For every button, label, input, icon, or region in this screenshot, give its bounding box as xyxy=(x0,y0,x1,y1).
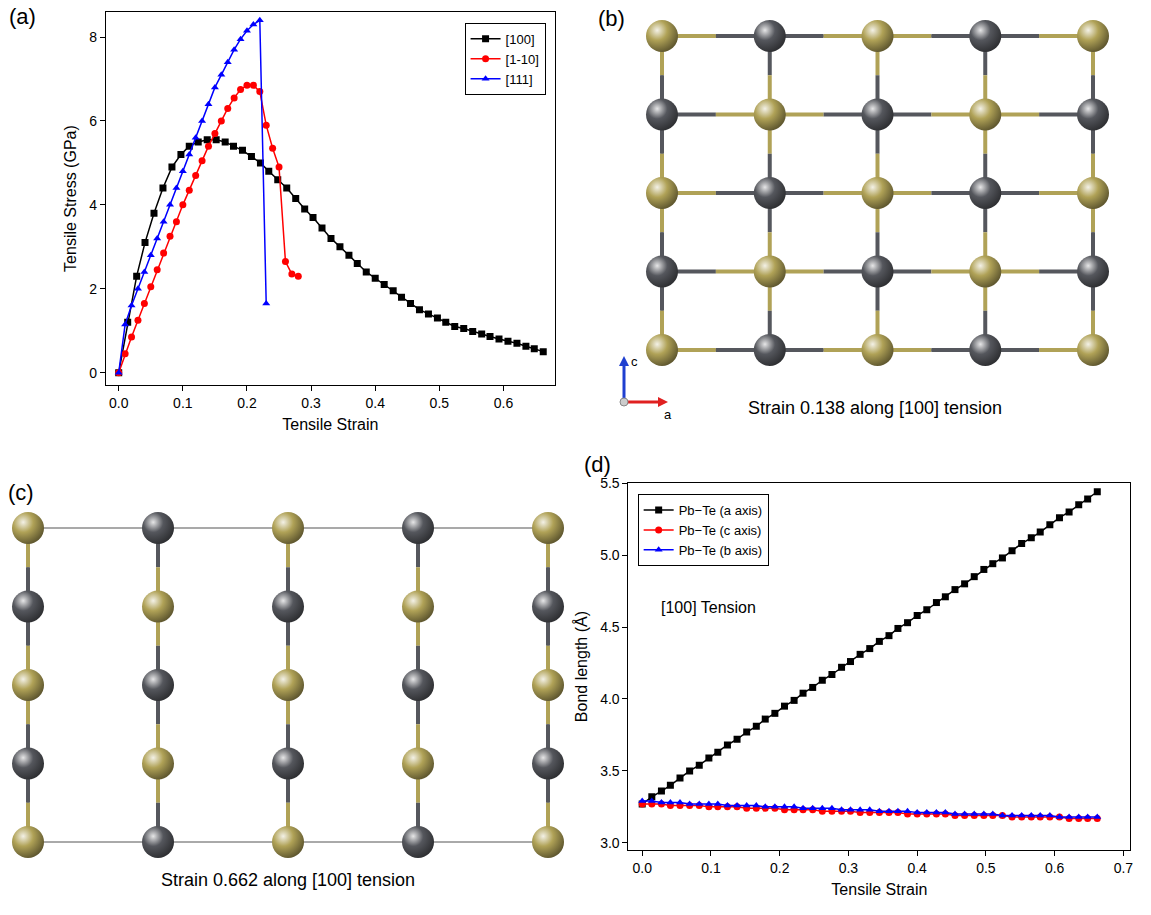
svg-text:0.1: 0.1 xyxy=(701,860,721,876)
svg-text:(c): (c) xyxy=(8,480,34,505)
svg-text:3.5: 3.5 xyxy=(600,763,620,779)
svg-text:0.6: 0.6 xyxy=(494,395,514,411)
svg-text:0.4: 0.4 xyxy=(907,860,927,876)
svg-text:a: a xyxy=(664,407,672,422)
svg-text:Tensile Strain: Tensile Strain xyxy=(831,881,927,898)
svg-text:Tensile Stress (GPa): Tensile Stress (GPa) xyxy=(62,125,79,272)
svg-text:6: 6 xyxy=(89,113,97,129)
svg-text:Strain 0.138 along [100] tensi: Strain 0.138 along [100] tension xyxy=(748,398,1002,418)
svg-text:4.5: 4.5 xyxy=(600,619,620,635)
svg-text:0.6: 0.6 xyxy=(1045,860,1065,876)
svg-text:[100] Tension: [100] Tension xyxy=(661,599,756,616)
svg-text:5.0: 5.0 xyxy=(600,547,620,563)
svg-text:0.5: 0.5 xyxy=(976,860,996,876)
svg-text:(a): (a) xyxy=(9,4,36,29)
svg-text:Pb−Te (b axis): Pb−Te (b axis) xyxy=(679,543,762,558)
svg-text:[111]: [111] xyxy=(506,72,533,87)
svg-text:0.0: 0.0 xyxy=(109,395,129,411)
svg-text:5.5: 5.5 xyxy=(600,475,620,491)
svg-text:(b): (b) xyxy=(598,6,625,31)
svg-text:(d): (d) xyxy=(584,452,611,477)
svg-text:0.0: 0.0 xyxy=(632,860,652,876)
svg-text:8: 8 xyxy=(89,29,97,45)
svg-text:0.3: 0.3 xyxy=(301,395,321,411)
svg-text:Bond length (Å): Bond length (Å) xyxy=(572,611,590,722)
svg-text:0.2: 0.2 xyxy=(237,395,257,411)
svg-text:c: c xyxy=(631,354,638,369)
svg-text:[100]: [100] xyxy=(506,32,535,47)
svg-text:0: 0 xyxy=(89,365,97,381)
svg-text:0.5: 0.5 xyxy=(430,395,450,411)
svg-text:4: 4 xyxy=(89,197,97,213)
svg-text:Pb−Te (a axis): Pb−Te (a axis) xyxy=(679,503,762,518)
svg-text:3.0: 3.0 xyxy=(600,835,620,851)
svg-text:Pb−Te (c axis): Pb−Te (c axis) xyxy=(679,523,762,538)
svg-text:0.1: 0.1 xyxy=(173,395,193,411)
svg-text:Strain 0.662 along [100] tensi: Strain 0.662 along [100] tension xyxy=(161,870,415,890)
svg-text:0.7: 0.7 xyxy=(1114,860,1134,876)
svg-text:4.0: 4.0 xyxy=(600,691,620,707)
svg-text:0.3: 0.3 xyxy=(839,860,859,876)
svg-text:Tensile Strain: Tensile Strain xyxy=(282,416,378,433)
svg-text:2: 2 xyxy=(89,281,97,297)
svg-text:0.4: 0.4 xyxy=(365,395,385,411)
svg-text:[1-10]: [1-10] xyxy=(506,52,539,67)
svg-text:0.2: 0.2 xyxy=(770,860,790,876)
